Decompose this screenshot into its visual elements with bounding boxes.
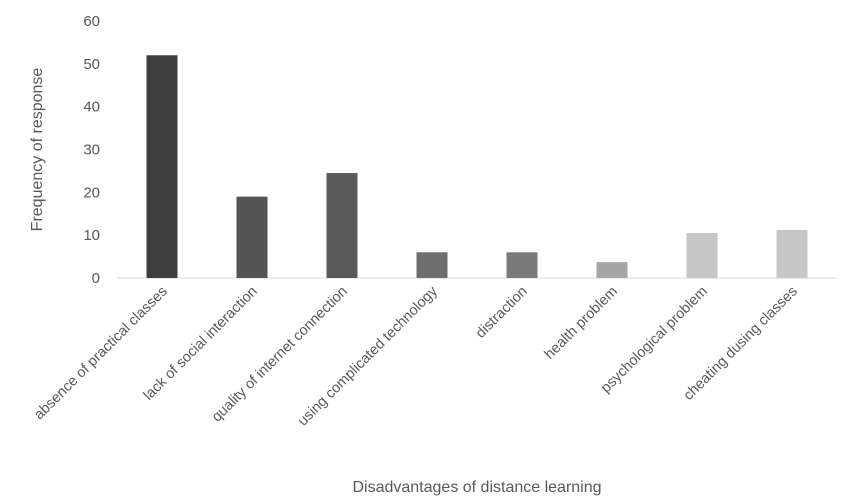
y-axis-title: Frequency of response	[29, 68, 46, 232]
x-tick-label: distraction	[473, 284, 531, 342]
y-tick-label: 0	[92, 270, 100, 287]
y-axis-ticks: 0 10 20 30 40 50 60	[83, 13, 100, 287]
bars	[146, 55, 808, 279]
y-tick-label: 50	[83, 56, 100, 73]
y-tick-label: 30	[83, 142, 100, 159]
x-tick-label: health problem	[542, 284, 621, 363]
bar	[776, 230, 808, 278]
x-axis-title: Disadvantages of distance learning	[352, 479, 601, 496]
bar	[506, 252, 538, 278]
bar	[596, 262, 628, 278]
bar	[686, 233, 718, 278]
y-tick-label: 20	[83, 184, 100, 201]
bar	[326, 173, 358, 278]
bar	[416, 252, 448, 278]
y-tick-label: 10	[83, 227, 100, 244]
bar	[236, 196, 268, 278]
y-tick-label: 60	[83, 13, 100, 30]
y-tick-label: 40	[83, 99, 100, 116]
bar	[146, 55, 178, 279]
